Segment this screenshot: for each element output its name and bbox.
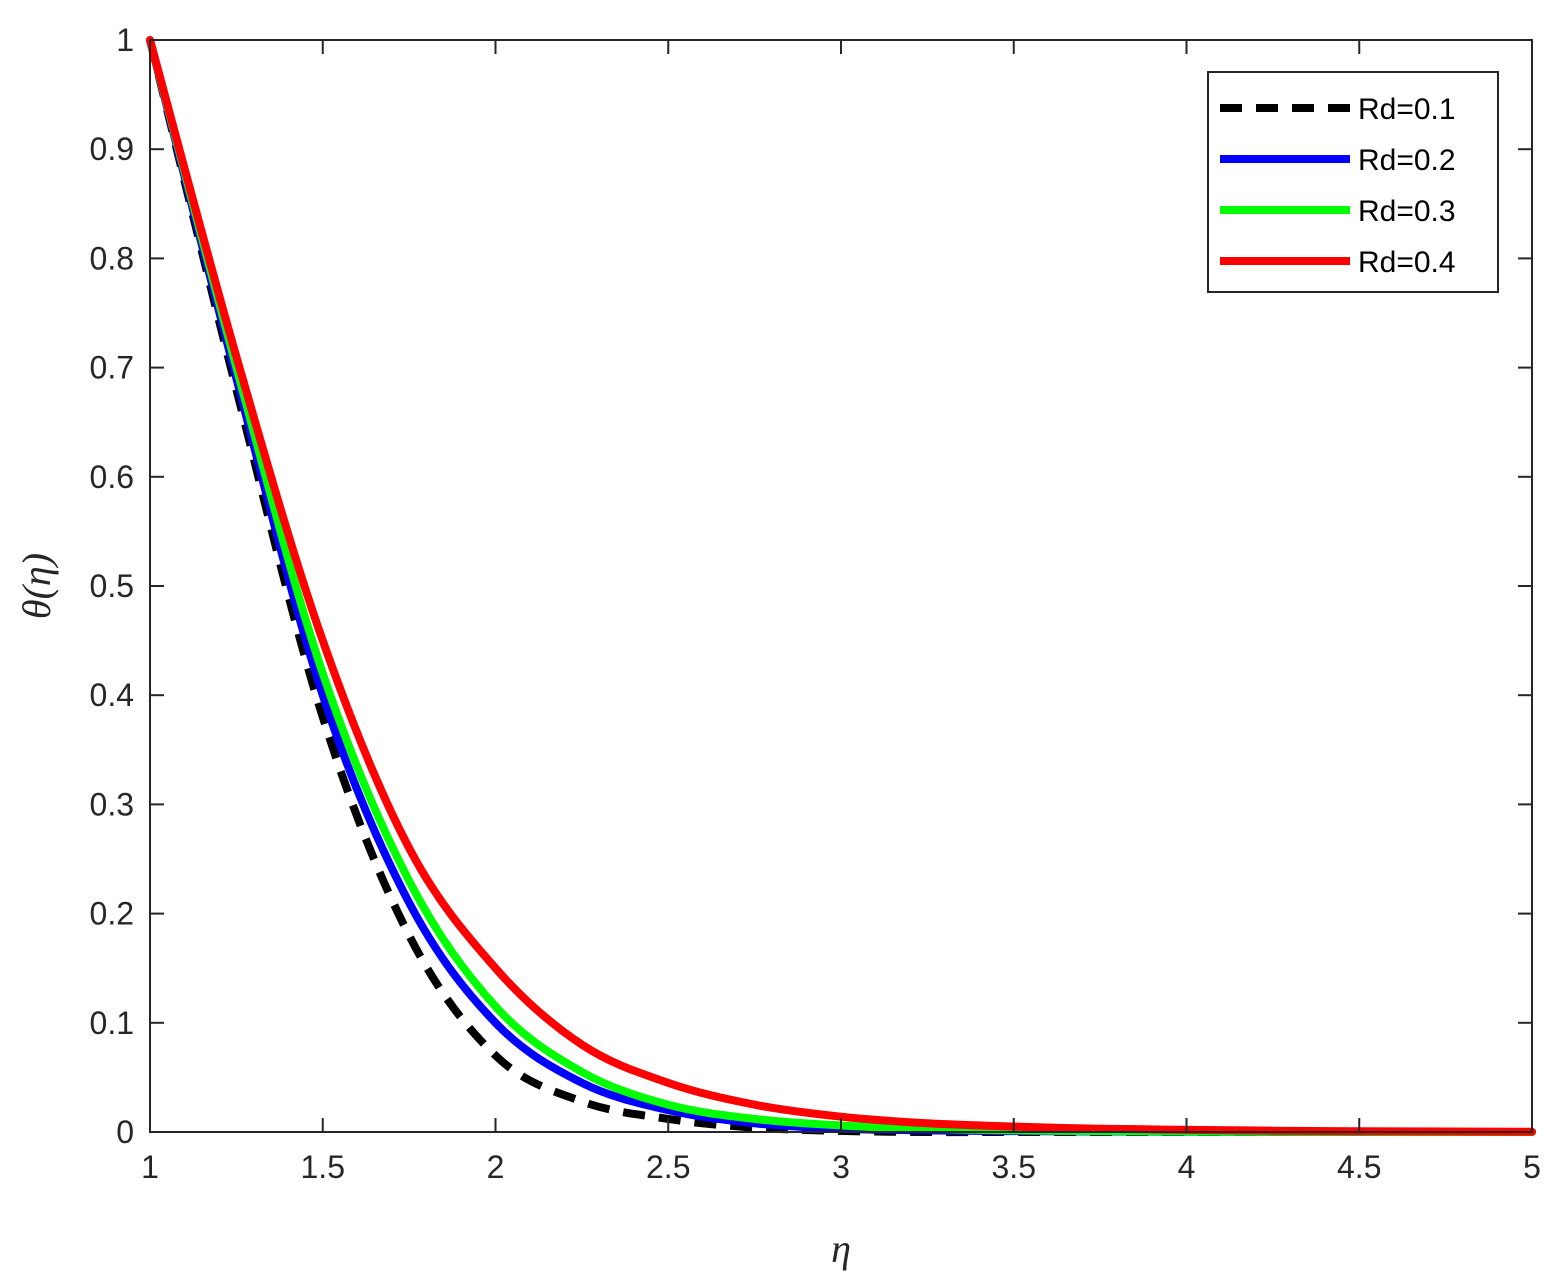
legend-label-3: Rd=0.3 xyxy=(1358,195,1456,228)
y-tick-label: 0 xyxy=(116,1114,134,1150)
y-tick-label: 0.5 xyxy=(90,568,134,604)
legend-label-4: Rd=0.4 xyxy=(1358,246,1456,279)
y-tick-label: 0.4 xyxy=(90,677,134,713)
legend-label-2: Rd=0.2 xyxy=(1358,144,1456,177)
y-tick-label: 0.1 xyxy=(90,1005,134,1041)
x-tick-label: 1 xyxy=(141,1149,159,1185)
x-tick-label: 4.5 xyxy=(1337,1149,1381,1185)
y-axis-title: θ(η) xyxy=(14,553,59,619)
y-tick-label: 0.7 xyxy=(90,350,134,386)
y-tick-label: 1 xyxy=(116,22,134,58)
series-line-4 xyxy=(146,36,1536,1136)
x-tick-label: 3.5 xyxy=(992,1149,1036,1185)
y-tick-label: 0.9 xyxy=(90,131,134,167)
y-tick-label: 0.3 xyxy=(90,786,134,822)
tick-layer: 1 1.5 2 2.5 3 3.5 4 4.5 5 0 0.1 0.2 0.3 0.4 0.5 0.6 0.7 0… xyxy=(90,22,1541,1185)
y-tick-label: 0.8 xyxy=(90,240,134,276)
legend: Rd=0.1 Rd=0.2 Rd=0.3 Rd=0.4 xyxy=(1207,71,1499,293)
x-tick-label: 3 xyxy=(832,1149,850,1185)
y-tick-label: 0.2 xyxy=(90,896,134,932)
x-axis-title: η xyxy=(831,1226,851,1271)
x-tick-label: 1.5 xyxy=(301,1149,345,1185)
legend-label-1: Rd=0.1 xyxy=(1358,93,1456,126)
y-tick-label: 0.6 xyxy=(90,459,134,495)
x-tick-label: 2.5 xyxy=(646,1149,690,1185)
x-tick-label: 4 xyxy=(1178,1149,1196,1185)
x-tick-label: 5 xyxy=(1523,1149,1541,1185)
x-tick-label: 2 xyxy=(487,1149,505,1185)
